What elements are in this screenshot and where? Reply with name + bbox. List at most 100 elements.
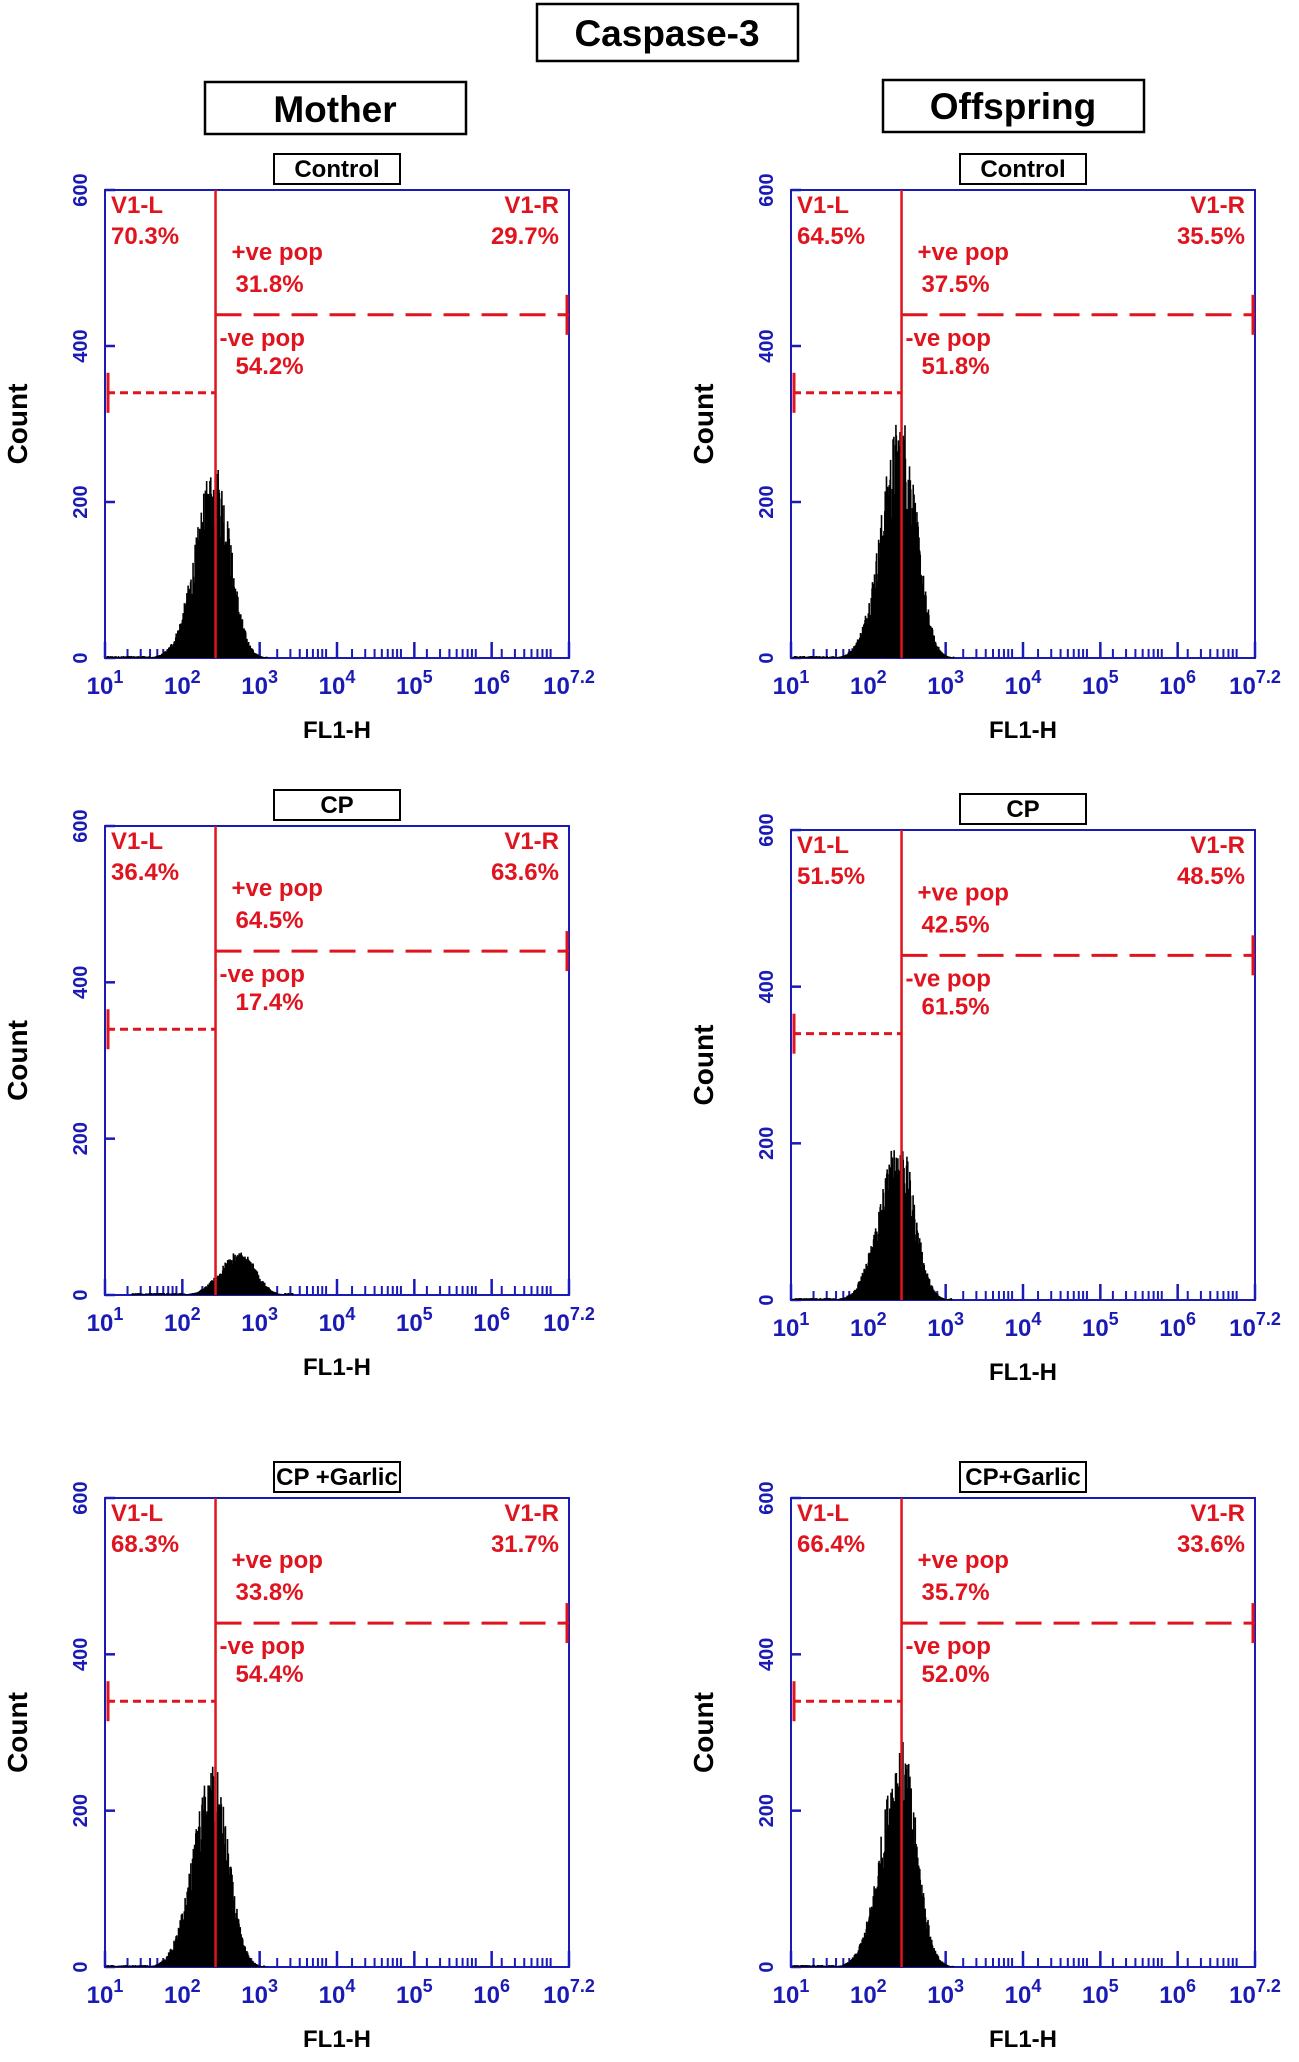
- label-pos-pop: +ve pop: [918, 239, 1009, 266]
- histogram-panel-4: 101 102 103 104 105 106 107.2 0 200 400 600 FL1-H Co…: [688, 793, 1281, 1386]
- x-tick-label: 103: [927, 667, 964, 700]
- value-pos-pop: 35.7%: [922, 1579, 990, 1606]
- label-v1-r: V1-R: [504, 828, 559, 855]
- figure-title: Caspase-3: [574, 13, 759, 54]
- x-tick-label: 104: [319, 1976, 356, 2009]
- x-axis-label: FL1-H: [989, 2026, 1057, 2053]
- x-axis-label: FL1-H: [303, 2026, 371, 2053]
- x-tick-label: 101: [87, 1976, 124, 2009]
- x-tick-label: 101: [773, 1309, 810, 1342]
- x-tick-label: 101: [87, 1304, 124, 1337]
- y-tick-label: 400: [70, 1638, 92, 1671]
- x-tick-label: 102: [164, 1304, 201, 1337]
- histogram-bars: [105, 1766, 267, 1967]
- panel-label: CP: [1006, 796, 1039, 823]
- plot-frame: [104, 1497, 570, 1968]
- label-v1-l: V1-L: [797, 1500, 849, 1527]
- histogram-panel-3: 101 102 103 104 105 106 107.2 0 200 400 600 FL1-H Co…: [2, 789, 595, 1381]
- x-tick-label: 101: [773, 667, 810, 700]
- x-tick-label: 107.2: [1229, 1976, 1281, 2009]
- value-v1-r: 48.5%: [1177, 863, 1245, 890]
- y-tick-label: 600: [756, 1481, 778, 1514]
- value-neg-pop: 52.0%: [922, 1661, 990, 1688]
- value-v1-l: 36.4%: [111, 859, 179, 886]
- column-header-box-offspring: [881, 78, 1146, 134]
- x-tick-label: 103: [241, 667, 278, 700]
- y-tick-label: 400: [70, 329, 92, 362]
- value-pos-pop: 42.5%: [922, 911, 990, 938]
- y-tick-label: 600: [756, 813, 778, 846]
- label-v1-r: V1-R: [1190, 192, 1245, 219]
- x-tick-label: 105: [396, 1304, 433, 1337]
- histogram-panel-5: 101 102 103 104 105 106 107.2 0 200 400 600 FL1-H Co…: [2, 1461, 595, 2053]
- y-tick-label: 600: [70, 809, 92, 842]
- column-header-box-mother: [203, 80, 468, 136]
- value-neg-pop: 17.4%: [236, 989, 304, 1016]
- x-tick-label: 102: [850, 1309, 887, 1342]
- label-v1-l: V1-L: [111, 192, 163, 219]
- y-axis-label: Count: [688, 1025, 719, 1106]
- x-axis-label: FL1-H: [989, 1359, 1057, 1386]
- x-tick-label: 107.2: [543, 667, 595, 700]
- value-pos-pop: 31.8%: [236, 271, 304, 298]
- value-v1-r: 31.7%: [491, 1531, 559, 1558]
- y-tick-label: 400: [756, 970, 778, 1003]
- value-v1-l: 51.5%: [797, 863, 865, 890]
- y-tick-label: 200: [70, 1794, 92, 1827]
- y-tick-label: 0: [70, 1961, 92, 1972]
- plot-frame: [790, 829, 1256, 1301]
- histogram-panel-1: 101 102 103 104 105 106 107.2 0 200 400 600 FL1-H Co…: [2, 153, 595, 744]
- label-pos-pop: +ve pop: [918, 1547, 1009, 1574]
- label-neg-pop: -ve pop: [906, 965, 991, 992]
- x-tick-label: 105: [1082, 1309, 1119, 1342]
- x-tick-label: 104: [1005, 1976, 1042, 2009]
- label-v1-r: V1-R: [1190, 832, 1245, 859]
- value-v1-r: 29.7%: [491, 223, 559, 250]
- x-tick-label: 107.2: [1229, 667, 1281, 700]
- histogram-bars: [792, 418, 955, 658]
- x-tick-label: 107.2: [1229, 1309, 1281, 1342]
- plot-frame: [104, 825, 570, 1296]
- x-tick-label: 105: [1082, 667, 1119, 700]
- panel-label: Control: [980, 156, 1065, 183]
- label-pos-pop: +ve pop: [232, 239, 323, 266]
- histogram-panel-6: 101 102 103 104 105 106 107.2 0 200 400 600 FL1-H Co…: [688, 1461, 1281, 2053]
- y-axis-label: Count: [2, 1692, 33, 1773]
- y-tick-label: 400: [756, 329, 778, 362]
- y-tick-label: 600: [70, 173, 92, 206]
- label-v1-r: V1-R: [504, 192, 559, 219]
- y-axis-label: Count: [688, 384, 719, 465]
- label-v1-l: V1-L: [111, 828, 163, 855]
- label-neg-pop: -ve pop: [220, 325, 305, 352]
- x-tick-label: 101: [773, 1976, 810, 2009]
- histogram-bars: [106, 469, 269, 658]
- label-pos-pop: +ve pop: [918, 879, 1009, 906]
- panel-label: CP +Garlic: [276, 1464, 398, 1491]
- histogram-panel-2: 101 102 103 104 105 106 107.2 0 200 400 600 FL1-H Co…: [688, 153, 1281, 744]
- y-tick-label: 200: [70, 485, 92, 518]
- panel-label: CP+Garlic: [965, 1464, 1080, 1491]
- panel-label: Control: [294, 156, 379, 183]
- value-pos-pop: 37.5%: [922, 271, 990, 298]
- y-tick-label: 200: [756, 1127, 778, 1160]
- value-pos-pop: 64.5%: [236, 907, 304, 934]
- label-neg-pop: -ve pop: [220, 1633, 305, 1660]
- x-tick-label: 101: [87, 667, 124, 700]
- panel-label-box: [959, 793, 1087, 825]
- label-v1-l: V1-L: [111, 1500, 163, 1527]
- x-axis-label: FL1-H: [303, 717, 371, 744]
- label-v1-l: V1-L: [797, 192, 849, 219]
- histogram-bars: [131, 1252, 294, 1295]
- plot-frame: [104, 189, 570, 659]
- histogram-bars: [792, 1741, 955, 1967]
- x-axis-label: FL1-H: [303, 1354, 371, 1381]
- x-tick-label: 106: [473, 1976, 510, 2009]
- y-tick-label: 400: [70, 966, 92, 999]
- value-neg-pop: 54.2%: [236, 353, 304, 380]
- panel-label-box: [273, 1461, 401, 1493]
- label-v1-l: V1-L: [797, 832, 849, 859]
- x-tick-label: 102: [164, 1976, 201, 2009]
- x-tick-label: 106: [1159, 1309, 1196, 1342]
- y-tick-label: 0: [756, 652, 778, 663]
